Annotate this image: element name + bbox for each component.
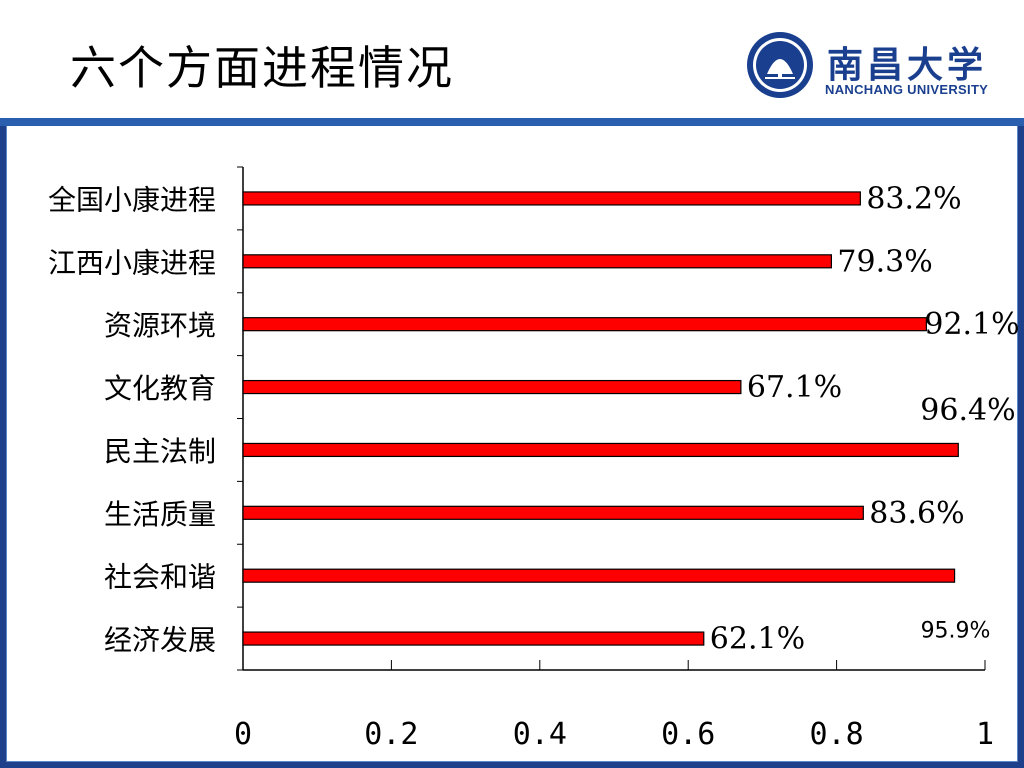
category-label: 文化教育 (104, 372, 216, 405)
category-label: 资源环境 (104, 309, 216, 342)
content-frame-inner-line (6, 126, 1018, 762)
x-tick-label: 0.4 (513, 717, 567, 752)
category-label: 民主法制 (104, 435, 216, 468)
x-tick-label: 0.2 (364, 717, 418, 752)
x-tick-label: 0.6 (661, 717, 715, 752)
data-label: 79.3% (837, 244, 932, 279)
category-label: 全国小康进程 (48, 183, 216, 216)
category-label: 江西小康进程 (48, 246, 216, 279)
university-name-en: NANCHANG UNIVERSITY (825, 82, 989, 97)
bar (242, 442, 959, 458)
category-label: 社会和谐 (104, 561, 216, 594)
data-label: 92.1% (924, 307, 1019, 342)
data-label: 67.1% (747, 370, 842, 405)
bar (242, 191, 861, 206)
data-label: 96.4% (920, 393, 1015, 428)
bar (242, 379, 742, 395)
category-label: 经济发展 (104, 624, 216, 657)
bar (242, 254, 833, 269)
bar (242, 317, 927, 332)
x-tick-label: 1 (976, 717, 994, 752)
bar (242, 505, 864, 520)
slide-title: 六个方面进程情况 (70, 41, 454, 95)
data-label: 83.2% (866, 181, 961, 216)
bar (242, 631, 705, 646)
data-label: 62.1% (710, 622, 805, 657)
university-seal-icon (747, 32, 813, 98)
university-logo: 南昌大学 NANCHANG UNIVERSITY (745, 30, 995, 110)
bar (242, 568, 956, 583)
university-name-cn: 南昌大学 (827, 44, 988, 86)
x-tick-label: 0 (234, 717, 252, 752)
x-tick-label: 0.8 (810, 717, 864, 752)
data-label: 95.9% (921, 619, 991, 644)
data-label: 83.6% (869, 496, 964, 531)
category-label: 生活质量 (104, 498, 216, 531)
header-divider-bar (0, 118, 1024, 126)
